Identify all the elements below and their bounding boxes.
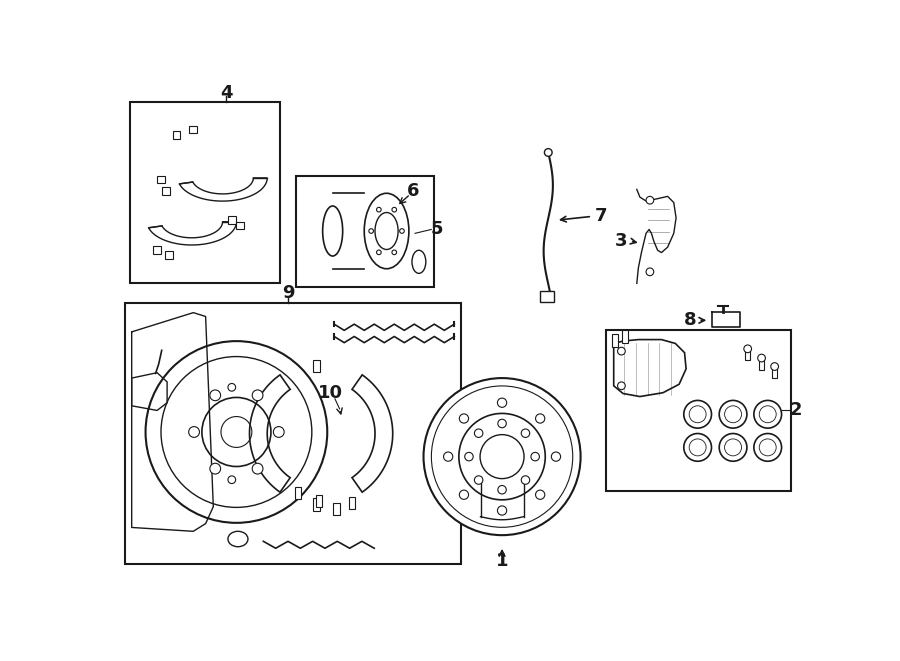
- Circle shape: [760, 406, 776, 423]
- Bar: [772, 364, 777, 378]
- Circle shape: [474, 476, 483, 485]
- Circle shape: [498, 485, 507, 494]
- Circle shape: [210, 463, 220, 474]
- Circle shape: [684, 401, 712, 428]
- Circle shape: [531, 452, 539, 461]
- Bar: [296, 176, 435, 288]
- Text: 6: 6: [408, 182, 419, 200]
- Circle shape: [210, 390, 220, 401]
- Bar: [165, 251, 173, 258]
- Circle shape: [228, 476, 236, 484]
- Circle shape: [369, 229, 374, 233]
- Text: 8: 8: [684, 311, 697, 329]
- Bar: [153, 247, 161, 254]
- Circle shape: [459, 413, 545, 500]
- Circle shape: [754, 434, 781, 461]
- Ellipse shape: [228, 531, 248, 547]
- Circle shape: [521, 476, 530, 485]
- Circle shape: [689, 406, 706, 423]
- Circle shape: [743, 345, 752, 353]
- Circle shape: [252, 463, 263, 474]
- Bar: [173, 131, 180, 139]
- Bar: [316, 495, 322, 508]
- Bar: [295, 486, 302, 499]
- Bar: [189, 126, 197, 134]
- Ellipse shape: [412, 251, 426, 274]
- Bar: [349, 496, 355, 509]
- Circle shape: [684, 434, 712, 461]
- Circle shape: [536, 414, 544, 423]
- Bar: [312, 360, 320, 372]
- Text: 7: 7: [595, 208, 608, 225]
- Circle shape: [552, 452, 561, 461]
- Circle shape: [146, 341, 328, 523]
- Circle shape: [424, 378, 580, 535]
- Bar: [606, 330, 791, 491]
- Circle shape: [376, 208, 382, 212]
- Circle shape: [376, 250, 382, 254]
- Circle shape: [536, 490, 544, 499]
- Circle shape: [754, 401, 781, 428]
- Bar: [130, 102, 280, 284]
- Circle shape: [719, 401, 747, 428]
- Circle shape: [724, 406, 742, 423]
- Text: 3: 3: [616, 232, 627, 250]
- Circle shape: [161, 356, 311, 508]
- Circle shape: [498, 398, 507, 407]
- Circle shape: [758, 354, 765, 362]
- Circle shape: [189, 426, 200, 438]
- Bar: [745, 346, 750, 360]
- Ellipse shape: [375, 213, 398, 249]
- Circle shape: [646, 196, 653, 204]
- Bar: [125, 303, 461, 564]
- Circle shape: [221, 416, 252, 447]
- Circle shape: [444, 452, 453, 461]
- Circle shape: [498, 419, 507, 428]
- Circle shape: [274, 426, 284, 438]
- Circle shape: [498, 506, 507, 515]
- Circle shape: [646, 268, 653, 276]
- Bar: [760, 356, 764, 369]
- Bar: [228, 216, 236, 224]
- Circle shape: [228, 383, 236, 391]
- Circle shape: [459, 490, 469, 499]
- Circle shape: [202, 397, 271, 467]
- Circle shape: [480, 435, 524, 479]
- Bar: [540, 291, 554, 302]
- Circle shape: [400, 229, 404, 233]
- Bar: [612, 334, 618, 346]
- Circle shape: [724, 439, 742, 456]
- Circle shape: [431, 386, 572, 527]
- Circle shape: [544, 149, 552, 156]
- Ellipse shape: [322, 206, 343, 256]
- Bar: [237, 222, 244, 229]
- Circle shape: [474, 429, 483, 438]
- Text: 2: 2: [789, 401, 802, 420]
- Circle shape: [459, 414, 469, 423]
- Circle shape: [392, 250, 397, 254]
- Circle shape: [760, 439, 776, 456]
- Bar: [158, 176, 165, 183]
- Text: 9: 9: [282, 284, 294, 302]
- Bar: [333, 503, 339, 515]
- Text: 5: 5: [430, 221, 443, 239]
- Text: 10: 10: [318, 385, 343, 403]
- Circle shape: [719, 434, 747, 461]
- Circle shape: [617, 382, 626, 389]
- Text: 4: 4: [220, 84, 232, 102]
- Ellipse shape: [364, 193, 409, 269]
- Circle shape: [689, 439, 706, 456]
- Bar: [622, 330, 628, 342]
- Circle shape: [617, 347, 626, 355]
- Circle shape: [392, 208, 397, 212]
- Circle shape: [521, 429, 530, 438]
- Circle shape: [252, 390, 263, 401]
- Bar: [312, 498, 320, 510]
- Circle shape: [464, 452, 473, 461]
- Bar: [163, 187, 170, 195]
- Circle shape: [770, 363, 778, 370]
- Text: 1: 1: [496, 551, 508, 570]
